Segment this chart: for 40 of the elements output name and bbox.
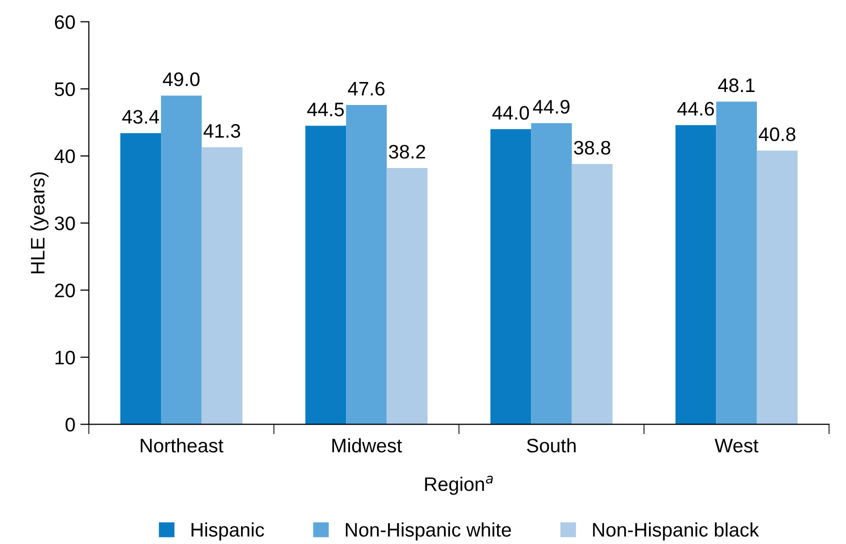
data-label: 47.6	[348, 82, 384, 96]
y-tick-label: 10	[55, 350, 75, 364]
x-axis-title: Region$^{a}$	[425, 476, 493, 495]
legend-label: Hispanic	[192, 522, 264, 541]
data-label: 44.5	[307, 102, 344, 116]
data-label: 44.9	[533, 100, 570, 114]
bar	[120, 133, 162, 424]
y-tick-label: 20	[54, 284, 75, 298]
data-label: 48.1	[718, 78, 755, 92]
x-tick-label: Northeast	[140, 438, 224, 452]
x-tick-label: Midwest	[332, 438, 402, 452]
data-label: 43.4	[122, 110, 159, 124]
data-label: 38.8	[574, 140, 610, 155]
data-label: 44.6	[677, 102, 714, 116]
legend-label: Non-Hispanic white	[346, 522, 511, 541]
bar	[572, 164, 613, 424]
y-axis-title: HLE (years)	[30, 172, 48, 274]
bar	[346, 104, 387, 424]
y-tick-label: 0	[66, 418, 75, 432]
bar	[386, 168, 428, 424]
bar	[756, 150, 798, 424]
data-label: 41.3	[204, 124, 240, 138]
x-tick-label: South	[526, 438, 576, 452]
y-tick-label: 60	[54, 15, 75, 29]
y-tick-label: 30	[54, 216, 75, 230]
bar	[716, 102, 757, 424]
y-tick-label: 50	[54, 82, 75, 96]
bar	[305, 126, 346, 424]
legend-label: Non-Hispanic black	[593, 522, 760, 541]
data-label: 40.8	[758, 127, 796, 142]
bar	[202, 147, 242, 424]
bar	[675, 125, 716, 424]
bar	[490, 129, 532, 424]
y-tick-label: 40	[54, 149, 75, 164]
bar	[531, 123, 572, 424]
data-label: 49.0	[162, 72, 200, 86]
bar	[161, 96, 202, 424]
data-label: 38.2	[388, 144, 426, 159]
data-label: 44.0	[492, 106, 529, 120]
x-tick-label: West	[714, 438, 758, 452]
